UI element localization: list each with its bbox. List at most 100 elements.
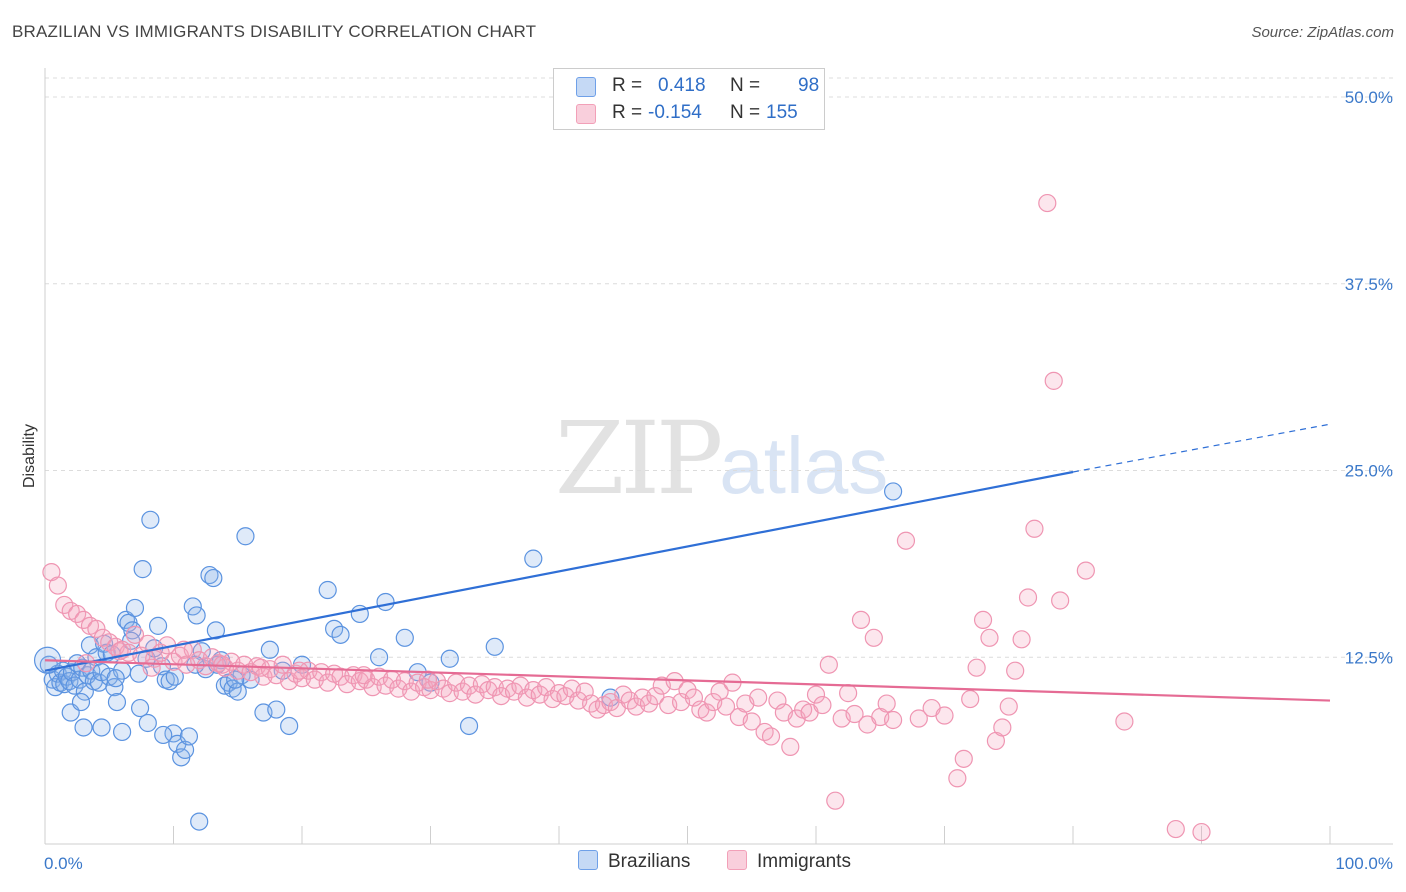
data-point xyxy=(190,812,209,831)
grid-lines xyxy=(45,77,1393,658)
y-tick-label: 50.0% xyxy=(1345,88,1393,107)
axes xyxy=(44,68,1393,845)
legend-r-label: R = xyxy=(612,102,643,123)
data-point xyxy=(485,637,504,656)
data-point xyxy=(148,616,168,635)
data-point xyxy=(418,670,438,689)
data-point xyxy=(524,549,543,568)
data-point xyxy=(74,718,93,737)
data-point xyxy=(851,610,871,630)
data-point xyxy=(376,592,395,612)
data-point xyxy=(761,727,781,746)
data-point xyxy=(62,663,82,682)
bottom-legend-label-immigrants: Immigrants xyxy=(757,851,851,872)
y-tick-label: 12.5% xyxy=(1345,648,1393,667)
bottom-legend-label-brazilians: Brazilians xyxy=(608,851,691,872)
data-point xyxy=(839,684,858,703)
data-point xyxy=(175,740,195,759)
source-label: Source: ZipAtlas.com xyxy=(1251,24,1394,41)
trend-line-brazilians xyxy=(44,470,1074,672)
data-point xyxy=(1166,819,1185,839)
data-point xyxy=(999,697,1018,716)
data-point xyxy=(639,694,659,713)
data-point xyxy=(845,704,864,724)
watermark-zip: ZIP xyxy=(555,400,723,517)
data-point xyxy=(716,697,736,716)
data-point xyxy=(106,669,125,688)
data-point xyxy=(980,628,999,647)
data-point xyxy=(678,681,697,700)
data-point xyxy=(646,686,665,706)
bottom-legend-swatch-brazilians xyxy=(578,850,598,870)
data-point xyxy=(130,698,150,718)
data-point xyxy=(154,725,173,745)
legend-n-label: N = xyxy=(730,102,761,123)
data-point xyxy=(1012,630,1031,649)
bottom-legend-swatch-immigrants xyxy=(727,850,747,870)
data-point xyxy=(749,688,768,707)
data-point xyxy=(883,710,903,730)
data-point xyxy=(993,718,1012,737)
data-point xyxy=(290,661,309,680)
tick-labels: 12.5% 25.0% 37.5% 50.0% 0.0% 100.0% Disability xyxy=(21,88,1393,873)
series-immigrants-points xyxy=(42,193,1211,842)
data-point xyxy=(280,716,299,736)
data-point xyxy=(125,598,145,618)
legend-n-value: 98 xyxy=(798,75,820,96)
legend-swatch-immigrants xyxy=(576,104,596,124)
chart-title: BRAZILIAN VS IMMIGRANTS DISABILITY CORRE… xyxy=(12,22,537,41)
data-point xyxy=(948,769,967,788)
data-point xyxy=(236,527,255,546)
data-point xyxy=(273,655,292,674)
legend-r-value: 0.418 xyxy=(658,75,706,96)
data-point xyxy=(877,694,896,713)
data-point xyxy=(909,709,928,728)
data-point xyxy=(1038,193,1057,213)
data-point xyxy=(65,676,84,695)
stats-legend: R = 0.418 N = 98 R = -0.154 N = 155 xyxy=(553,68,825,130)
data-point xyxy=(806,685,826,704)
data-point xyxy=(183,597,202,616)
bottom-legend-immigrants: Immigrants xyxy=(727,850,851,873)
legend-n-value: 155 xyxy=(766,102,798,123)
watermark-atlas: atlas xyxy=(719,421,889,510)
data-point xyxy=(187,606,206,625)
bottom-legend-brazilians: Brazilians xyxy=(578,850,690,873)
x-tick-label-max: 100.0% xyxy=(1335,854,1393,873)
data-point xyxy=(71,692,91,712)
data-point xyxy=(138,713,157,733)
data-point xyxy=(1192,822,1211,842)
legend-r-value: -0.154 xyxy=(648,102,702,123)
data-point xyxy=(133,560,152,579)
data-point xyxy=(1076,561,1095,580)
data-point xyxy=(260,640,279,659)
data-point xyxy=(206,621,226,640)
data-point xyxy=(92,718,111,737)
trend-line-brazilians-extension xyxy=(1072,423,1331,473)
data-point xyxy=(819,655,838,674)
y-axis-title: Disability xyxy=(21,424,38,488)
data-point xyxy=(896,531,916,550)
data-point xyxy=(1044,371,1063,390)
legend-swatch-brazilians xyxy=(576,77,596,97)
y-tick-label: 25.0% xyxy=(1345,462,1393,481)
data-point xyxy=(1051,591,1070,610)
data-point xyxy=(883,482,903,501)
trend-line-immigrants xyxy=(44,659,1331,702)
legend-r-label: R = xyxy=(612,75,643,96)
data-point xyxy=(370,648,389,667)
data-point xyxy=(697,703,716,722)
data-point xyxy=(267,700,286,719)
data-point xyxy=(826,791,845,810)
data-point xyxy=(142,658,161,677)
data-point xyxy=(1025,519,1044,538)
data-point xyxy=(1018,588,1038,607)
y-tick-label: 37.5% xyxy=(1345,275,1393,294)
data-point xyxy=(813,695,832,715)
data-point xyxy=(973,610,993,630)
data-point xyxy=(967,658,986,677)
data-point xyxy=(48,576,67,595)
data-point xyxy=(165,667,184,686)
data-point xyxy=(87,619,106,638)
